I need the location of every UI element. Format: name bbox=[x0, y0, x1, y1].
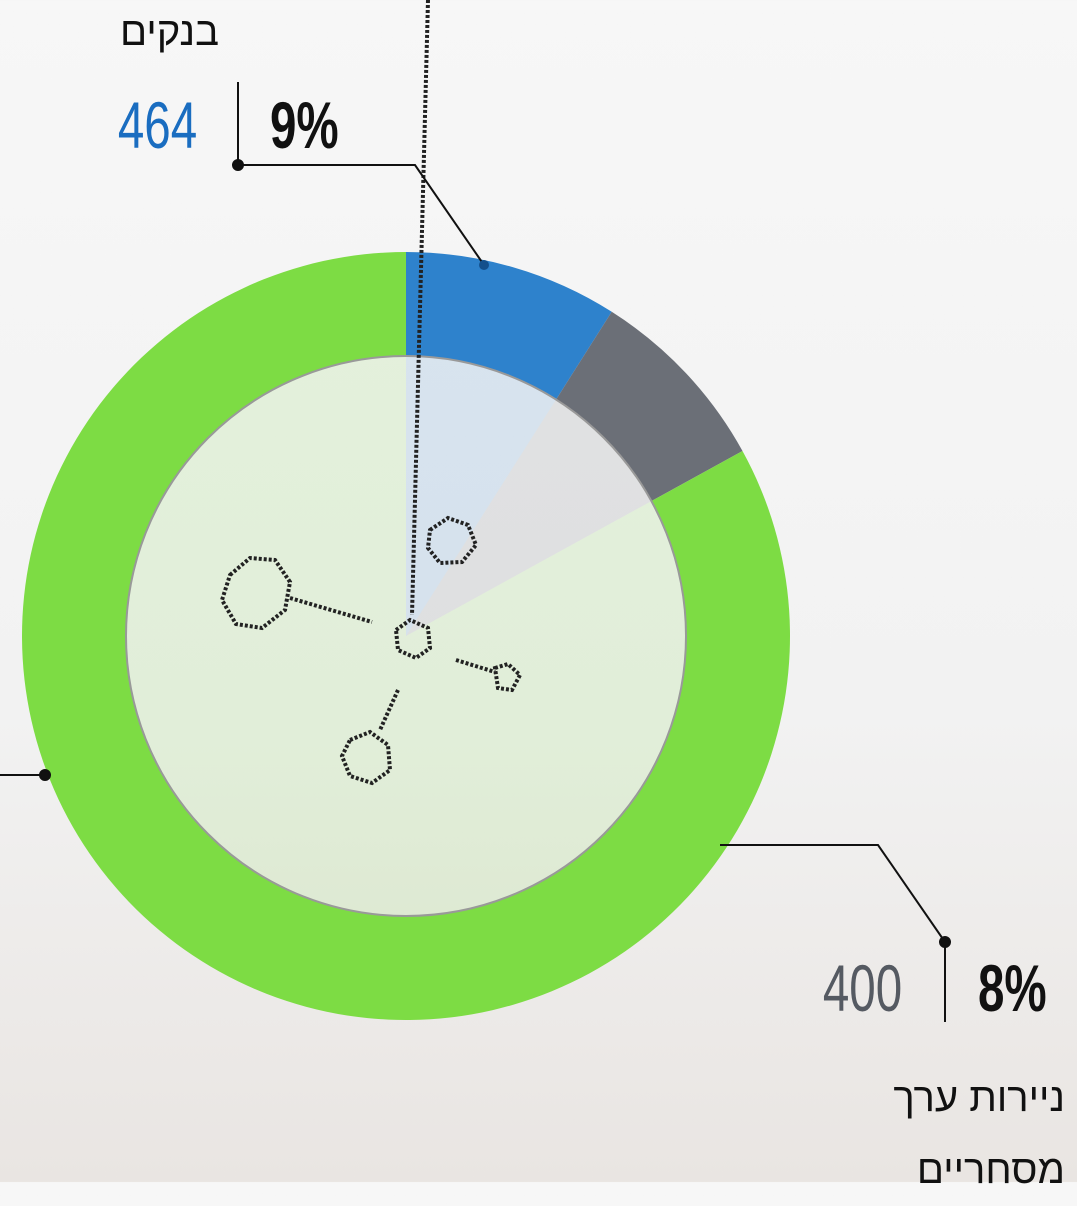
leader-lines bbox=[0, 82, 951, 1022]
donut bbox=[21, 252, 790, 1021]
amount-label: 400 bbox=[822, 951, 902, 1025]
slice-inner bbox=[125, 356, 686, 917]
percent-label: 9% bbox=[270, 88, 339, 162]
percent-label: 8% bbox=[978, 951, 1047, 1025]
slice-inner bbox=[406, 399, 652, 636]
slice bbox=[556, 311, 743, 502]
amount-label: 464 bbox=[117, 88, 197, 162]
category-label: ניירות ערך מסחריים bbox=[893, 1076, 1065, 1192]
slice bbox=[406, 252, 612, 400]
slice-inner bbox=[406, 356, 557, 636]
inner-ring bbox=[125, 355, 687, 917]
icon bbox=[219, 0, 523, 786]
category-label: בנקים bbox=[119, 10, 219, 54]
